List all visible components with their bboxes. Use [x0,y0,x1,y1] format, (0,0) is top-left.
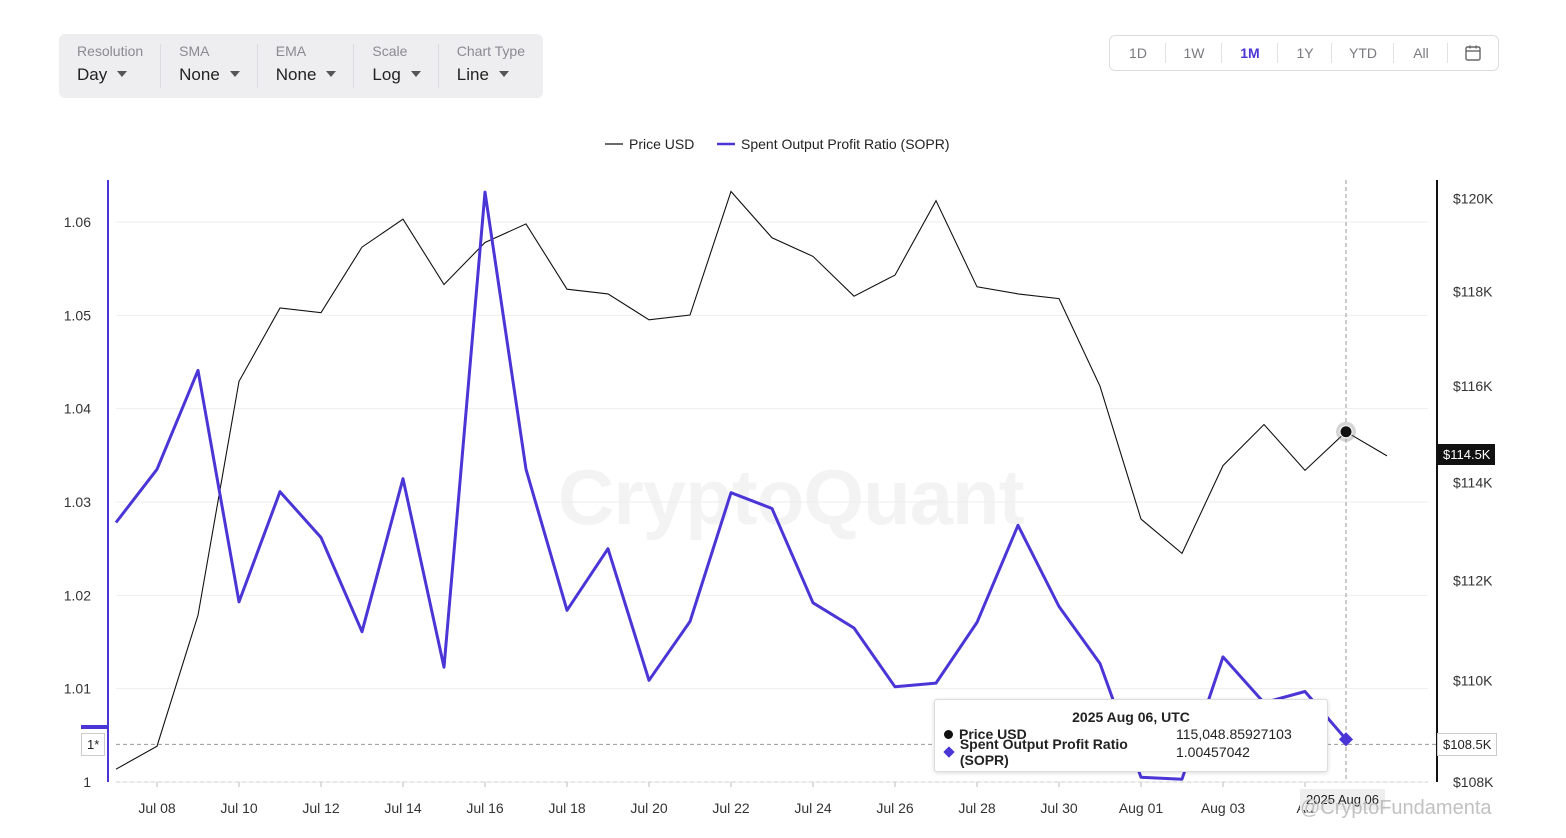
sma-label: SMA [179,43,210,59]
tooltip-sopr-row: Spent Output Profit Ratio (SOPR) 1.00457… [943,736,1327,768]
tooltip-price-name: Price USD [959,726,1027,742]
sma-dropdown[interactable]: SMA None [161,34,258,98]
y-left-tick-label: 1.02 [64,587,91,603]
range-all-button[interactable]: All [1394,43,1448,63]
tooltip-price-value: 115,048.85927103 [1176,726,1292,742]
x-tick-label: Jul 12 [302,800,340,816]
sopr-line [114,190,1348,781]
resolution-label: Resolution [77,43,144,59]
x-tick-label: Jul 24 [794,800,832,816]
data-tooltip: 2025 Aug 06, UTC Price USD 115,048.85927… [934,699,1328,772]
ema-value: None [275,65,317,84]
y-left-tick-label: 1.05 [64,307,91,323]
x-tick-label: Jul 22 [712,800,750,816]
resolution-dropdown[interactable]: Resolution Day [59,34,162,98]
grid-lines [116,221,1428,783]
chevron-down-icon [498,70,509,77]
x-tick-label: Aug 03 [1201,800,1246,816]
x-tick-label: Jul 26 [876,800,914,816]
scale-label: Scale [372,43,408,59]
tooltip-price-row: Price USD 115,048.85927103 [944,725,1327,743]
price-marker-badge: $114.5K [1438,443,1496,465]
scale-value: Log [372,65,401,84]
y-left-tick-label: 1.03 [64,494,91,510]
ema-label: EMA [275,43,307,59]
y-left-tick-label: 1.06 [64,214,91,230]
price-hover-point[interactable] [1339,425,1353,439]
x-tick-label: Jul 18 [548,800,586,816]
chart-type-label: Chart Type [456,43,525,59]
y-left-tick-label: 1.01 [64,681,91,697]
range-1m-button[interactable]: 1M [1222,43,1278,63]
x-tick-label: Jul 20 [630,800,668,816]
range-1w-button[interactable]: 1W [1166,43,1222,63]
watermark: CryptoQuant [558,452,1025,543]
y-right-tick-label: $120K [1453,190,1494,206]
legend-sopr-label[interactable]: Spent Output Profit Ratio (SOPR) [741,136,950,152]
y-right-tick-label: $112K [1453,573,1493,589]
time-range-selector: 1D 1W 1M 1Y YTD All [1109,35,1499,71]
diamond-icon [943,746,955,758]
x-tick-label: Aug 01 [1119,800,1164,816]
circle-icon [944,729,953,739]
sma-value: None [179,65,220,84]
chart-settings-toolbar: Resolution Day SMA None EMA None Scale L… [59,34,543,98]
x-tick-label: Jul 28 [958,800,996,816]
ema-dropdown[interactable]: EMA None [258,34,355,98]
tooltip-date: 2025 Aug 06, UTC [1072,709,1190,725]
x-tick-label: Jul 30 [1040,800,1078,816]
legend-price-label[interactable]: Price USD [629,136,694,152]
watermark-credit: @CryptoFundamenta [1300,797,1492,819]
scale-dropdown[interactable]: Scale Log [354,34,440,98]
y-right-tick-label: $118K [1453,284,1493,300]
chart-type-dropdown[interactable]: Chart Type Line [439,34,543,98]
left-axis-marker-bar [81,725,108,729]
crosshair-price-badge: $108.5K [1437,733,1498,757]
price-usd-line [115,190,1388,770]
resolution-value: Day [77,65,108,84]
series-lines [114,190,1388,781]
x-tick-label: Jul 14 [384,800,422,816]
chevron-down-icon [229,70,240,77]
tooltip-sopr-name: Spent Output Profit Ratio (SOPR) [959,736,1128,768]
x-tick-label: Jul 08 [138,800,176,816]
y-right-tick-label: $114K [1453,475,1493,491]
x-tick-label: Jul 10 [220,800,258,816]
y-right-tick-label: $116K [1453,378,1493,394]
range-1y-button[interactable]: 1Y [1278,43,1332,63]
chart-legend: Price USD Spent Output Profit Ratio (SOP… [605,136,950,152]
range-1d-button[interactable]: 1D [1110,43,1166,63]
y-right-tick-label: $110K [1453,672,1493,688]
left-axis-marker-badge: 1* [81,733,106,757]
y-right-tick-label: $108K [1453,774,1494,790]
sopr-hover-point[interactable] [1338,732,1354,747]
chevron-down-icon [410,70,421,77]
chart-type-value: Line [456,65,489,84]
tooltip-sopr-value: 1.00457042 [1176,744,1250,760]
y-left-tick-label: 1 [83,774,91,790]
crosshair-date-badge: 2025 Aug 06 [1300,789,1386,810]
y-left-tick-label: 1.04 [64,401,91,417]
crosshair-overlay [116,180,1437,782]
chevron-down-icon [117,70,128,77]
axes [81,180,1438,787]
x-tick-label: Jul 16 [466,800,504,816]
range-ytd-button[interactable]: YTD [1332,43,1394,63]
calendar-icon[interactable] [1448,43,1498,63]
chevron-down-icon [326,70,337,77]
